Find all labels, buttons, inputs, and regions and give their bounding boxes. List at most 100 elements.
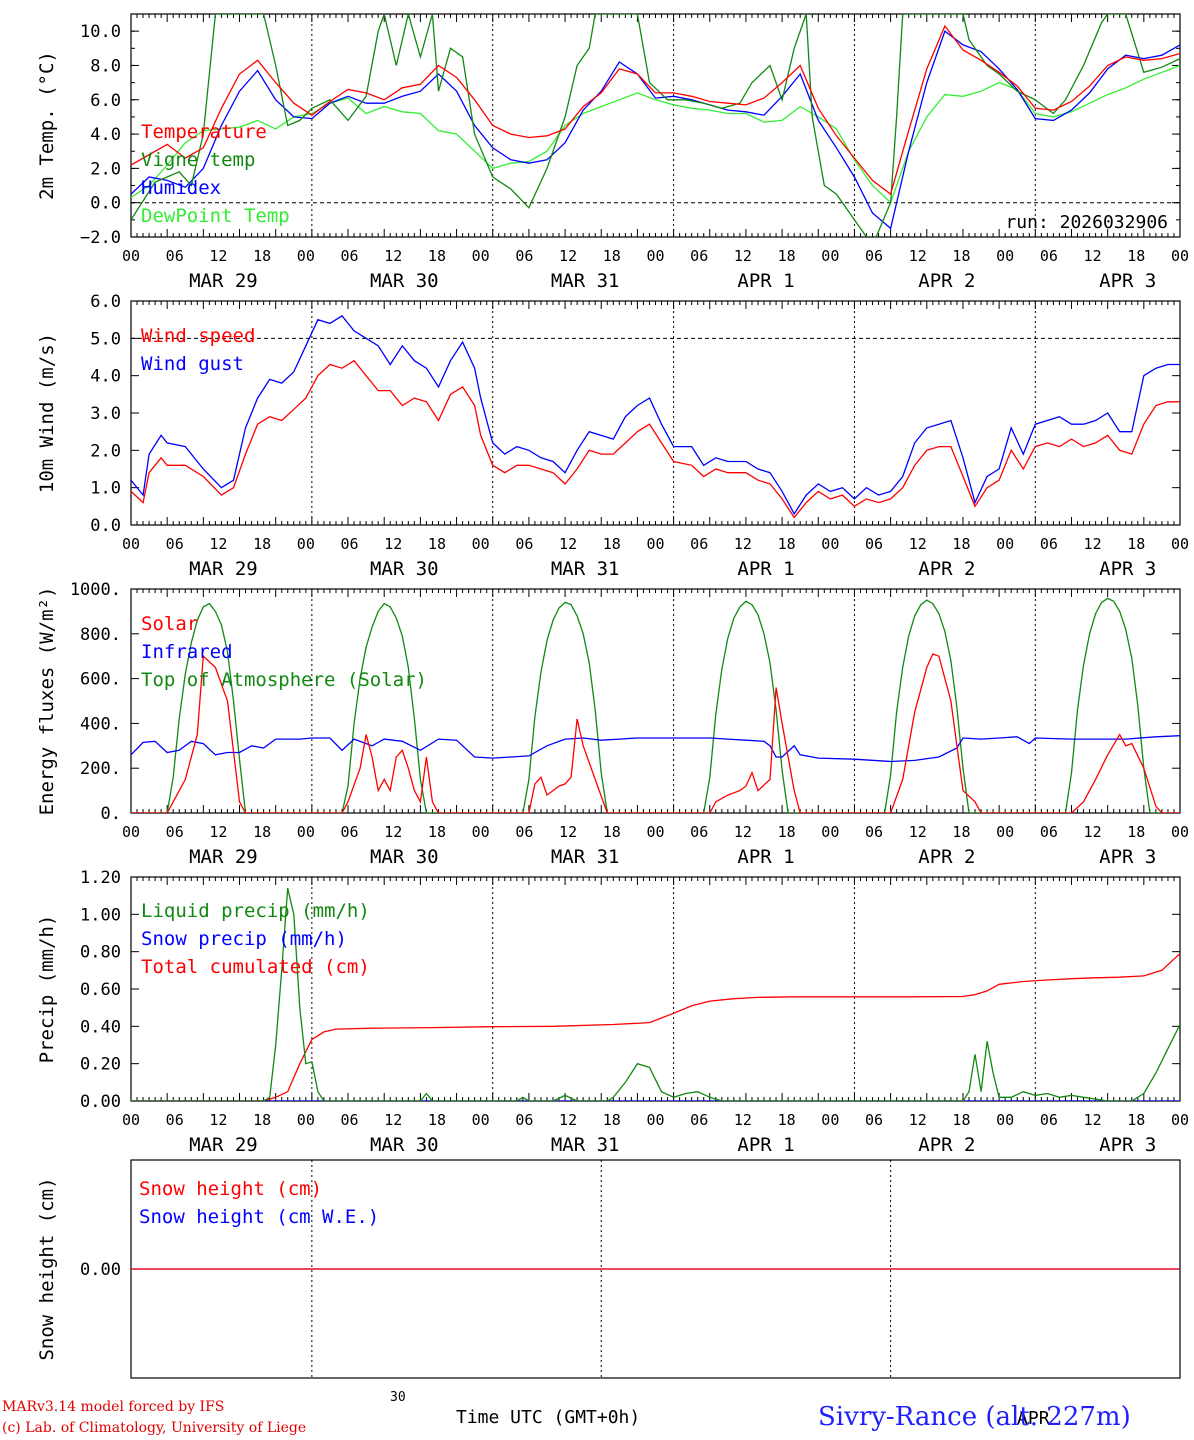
wind-xtick-label: 18: [778, 535, 796, 553]
wind-xtick-label: 00: [996, 535, 1014, 553]
wind-xtick-label: 00: [646, 535, 664, 553]
precip-xtick-label: 12: [909, 1111, 927, 1129]
energy-series-solar: [131, 653, 1180, 813]
wind-xtick-label: 06: [166, 535, 184, 553]
energy-day-label: MAR 30: [370, 846, 439, 868]
temp-xtick-label: 18: [1127, 247, 1145, 265]
temp-ytick-label: 2.0: [90, 159, 121, 179]
snow-legend-item: Snow height (cm W.E.): [139, 1206, 379, 1228]
precip-day-label: APR 2: [918, 1134, 975, 1156]
temp-day-label: APR 2: [918, 270, 975, 292]
station-name: Sivry-Rance (alt. 227m): [818, 1402, 1131, 1432]
wind-ytick-label: 6.0: [90, 292, 121, 312]
snow-ylabel: Snow height (cm): [36, 1177, 58, 1360]
temp-xtick-label: 00: [646, 247, 664, 265]
energy-frame: [130, 588, 1181, 814]
temp-ylabel: 2m Temp. (°C): [36, 51, 58, 200]
temp-xtick-label: 06: [341, 247, 359, 265]
temp-day-label: MAR 31: [551, 270, 620, 292]
energy-xtick-label: 06: [166, 823, 184, 841]
precip-ytick-label: 1.00: [80, 905, 121, 925]
temp-ytick-label: 6.0: [90, 91, 121, 111]
wind-xtick-label: 00: [297, 535, 315, 553]
precip-ytick-label: 0.40: [80, 1017, 121, 1037]
wind-ytick-label: 2.0: [90, 441, 121, 461]
wind-xtick-label: 12: [559, 535, 577, 553]
energy-xtick-label: 18: [428, 823, 446, 841]
wind-xtick-label: 12: [384, 535, 402, 553]
precip-xtick-label: 18: [778, 1111, 796, 1129]
temp-xtick-label: 18: [253, 247, 271, 265]
energy-xtick-label: 00: [996, 823, 1014, 841]
wind-ytick-label: 1.0: [90, 479, 121, 499]
energy-xtick-label: 06: [690, 823, 708, 841]
temp-legend-item: Temperature: [141, 121, 267, 143]
precip-xtick-label: 18: [428, 1111, 446, 1129]
temp-day-label: APR 1: [737, 270, 794, 292]
wind-xtick-label: 06: [341, 535, 359, 553]
wind-day-label: APR 1: [737, 558, 794, 580]
energy-xtick-label: 06: [341, 823, 359, 841]
wind-xtick-label: 00: [472, 535, 490, 553]
energy-xtick-label: 12: [1084, 823, 1102, 841]
precip-xtick-label: 00: [646, 1111, 664, 1129]
precip-xtick-label: 06: [1040, 1111, 1058, 1129]
energy-ylabel: Energy fluxes (W/m²): [36, 587, 58, 816]
precip-xtick-label: 00: [821, 1111, 839, 1129]
temp-xtick-label: 06: [166, 247, 184, 265]
precip-xtick-label: 06: [690, 1111, 708, 1129]
snow-legend-item: Snow height (cm): [139, 1178, 322, 1200]
energy-xtick-label: 12: [209, 823, 227, 841]
wind-xtick-label: 12: [209, 535, 227, 553]
precip-xtick-label: 18: [253, 1111, 271, 1129]
temp-xtick-label: 06: [690, 247, 708, 265]
temp-xtick-label: 12: [209, 247, 227, 265]
energy-xtick-label: 00: [646, 823, 664, 841]
energy-xtick-label: 12: [734, 823, 752, 841]
energy-day-label: MAR 31: [551, 846, 620, 868]
energy-xtick-label: 06: [515, 823, 533, 841]
energy-day-label: APR 1: [737, 846, 794, 868]
precip-day-label: APR 1: [737, 1134, 794, 1156]
wind-xtick-label: 06: [865, 535, 883, 553]
precip-series-liquid-precip-mm-h-: [131, 888, 1180, 1101]
energy-xtick-label: 18: [1127, 823, 1145, 841]
precip-xtick-label: 12: [1084, 1111, 1102, 1129]
wind-day-label: MAR 30: [370, 558, 439, 580]
energy-legend-item: Solar: [141, 613, 198, 635]
wind-day-label: MAR 29: [189, 558, 258, 580]
precip-xtick-label: 18: [603, 1111, 621, 1129]
precip-xtick-label: 06: [166, 1111, 184, 1129]
temp-ytick-label: 10.0: [80, 22, 121, 42]
energy-xtick-label: 18: [778, 823, 796, 841]
wind-xtick-label: 18: [952, 535, 970, 553]
temp-xtick-label: 12: [909, 247, 927, 265]
temp-xtick-label: 18: [778, 247, 796, 265]
temp-xtick-label: 00: [996, 247, 1014, 265]
temp-series-humidex: [131, 30, 1180, 230]
energy-series-infrared: [131, 735, 1180, 763]
temp-ytick-label: 0.0: [90, 194, 121, 214]
temp-xtick-label: 18: [428, 247, 446, 265]
energy-ytick-label: 1000.: [70, 580, 121, 600]
wind-frame: [130, 300, 1181, 526]
temp-ytick-label: 4.0: [90, 125, 121, 145]
wind-legend-item: Wind gust: [141, 353, 244, 375]
precip-day-label: MAR 31: [551, 1134, 620, 1156]
precip-legend-item: Liquid precip (mm/h): [141, 900, 370, 922]
x-axis-title: Time UTC (GMT+0h): [456, 1407, 641, 1428]
precip-xtick-label: 00: [297, 1111, 315, 1129]
precip-series-total-cumulated-cm-: [131, 953, 1180, 1101]
wind-xtick-label: 06: [690, 535, 708, 553]
temp-legend-item: Vigne temp: [141, 149, 255, 171]
snow-ytick-label: 0.00: [80, 1260, 121, 1280]
energy-day-label: APR 2: [918, 846, 975, 868]
precip-xtick-label: 00: [996, 1111, 1014, 1129]
temp-xtick-label: 18: [603, 247, 621, 265]
temp-xtick-label: 00: [472, 247, 490, 265]
wind-xtick-label: 00: [122, 535, 140, 553]
wind-xtick-label: 12: [1084, 535, 1102, 553]
energy-xtick-label: 12: [384, 823, 402, 841]
precip-ytick-label: 1.20: [80, 868, 121, 888]
